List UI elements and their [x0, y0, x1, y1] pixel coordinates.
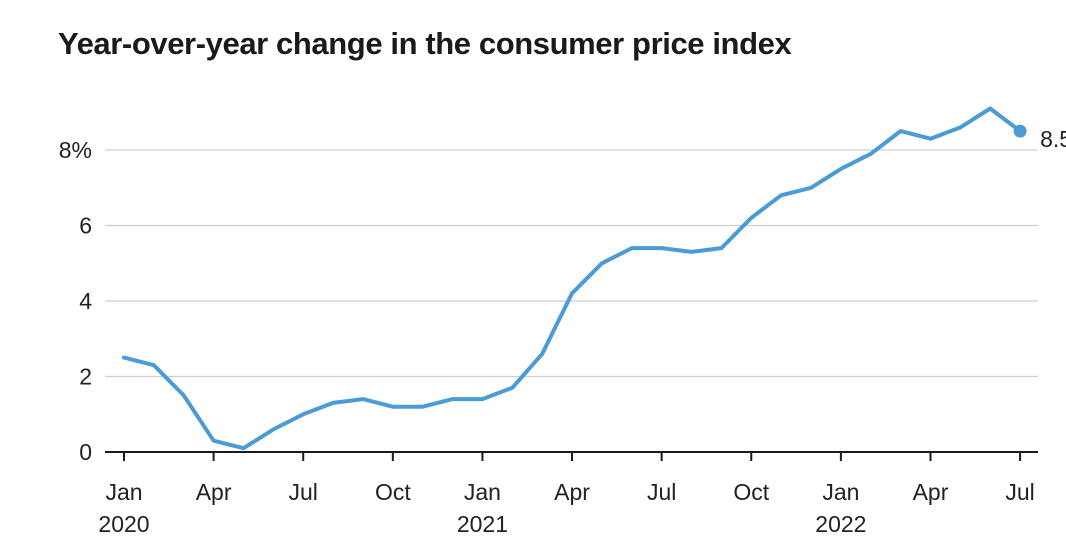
x-tick-label: Jan [105, 479, 142, 505]
y-tick-label: 8% [59, 137, 92, 163]
y-tick-label: 0 [79, 439, 92, 465]
x-tick-label: Oct [375, 479, 411, 505]
x-tick-label: Jan [822, 479, 859, 505]
x-tick-label: Jan [464, 479, 501, 505]
cpi-line [122, 106, 1023, 451]
chart-title: Year-over-year change in the consumer pr… [58, 26, 792, 61]
x-tick-label: Apr [913, 479, 949, 505]
x-tick-label: Apr [196, 479, 232, 505]
x-tick-year-label: 2020 [98, 511, 149, 537]
x-tick-label: Apr [554, 479, 590, 505]
end-marker: 8.5 [1013, 124, 1066, 152]
series-line [122, 106, 1023, 451]
x-tick-year-label: 2022 [815, 511, 866, 537]
x-tick-label: Jul [647, 479, 676, 505]
y-tick-label: 4 [79, 288, 92, 314]
end-point-marker [1013, 124, 1027, 138]
y-tick-label: 2 [79, 364, 92, 390]
y-axis-tick-labels: 0 2 4 6 8% [59, 137, 92, 465]
x-tick-label: Jul [289, 479, 318, 505]
x-tick-label: Jul [1005, 479, 1034, 505]
x-tick-label: Oct [733, 479, 769, 505]
end-value-label: 8.5 [1040, 126, 1066, 152]
x-axis: Jan 2020 Apr Jul Oct Jan 2021 Apr Jul Oct Jan 2022 A… [98, 451, 1038, 537]
x-tick-year-label: 2021 [457, 511, 508, 537]
y-tick-label: 6 [79, 213, 92, 239]
gridlines [105, 149, 1038, 378]
